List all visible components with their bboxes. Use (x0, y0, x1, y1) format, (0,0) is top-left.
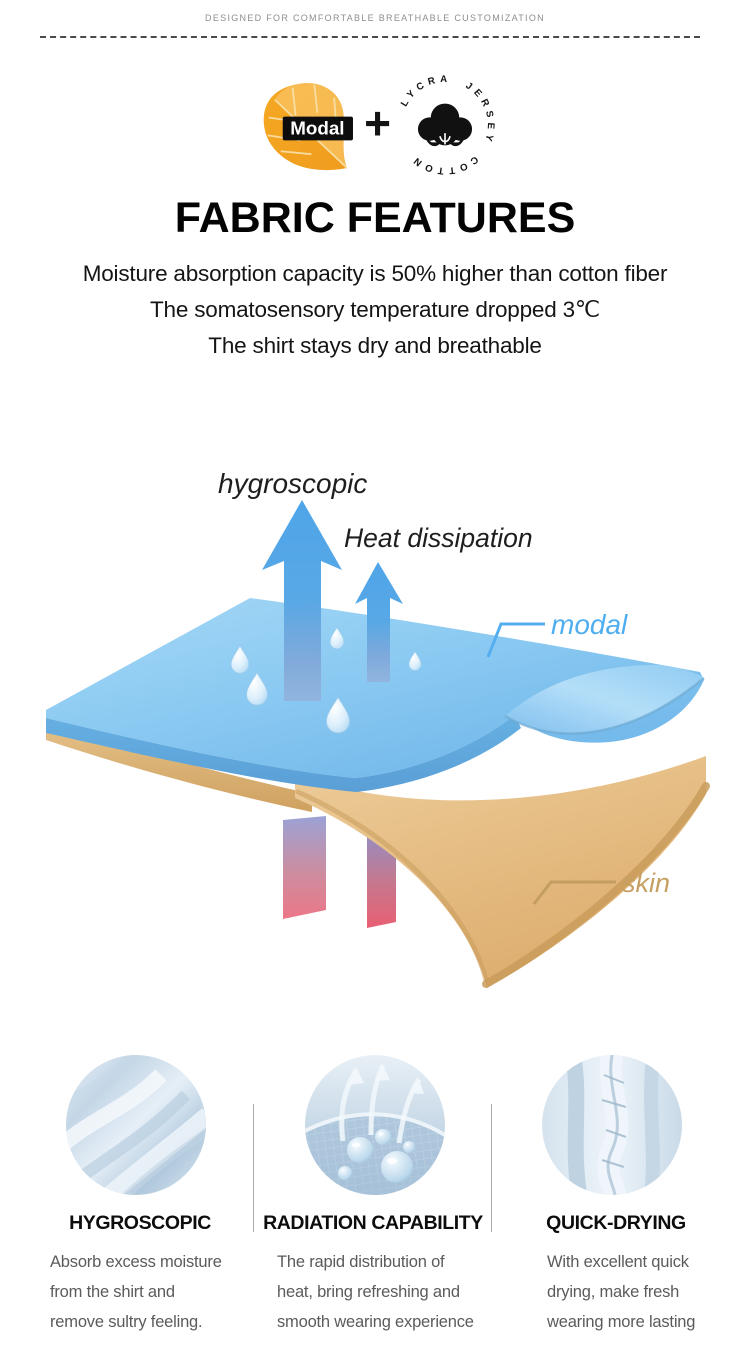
yarn-fiber-image (542, 1055, 682, 1195)
modal-leaf-logo: Modal (263, 82, 354, 170)
page-title: FABRIC FEATURES (174, 194, 576, 242)
skin-layer (295, 756, 710, 988)
modal-label: Modal (290, 117, 344, 138)
lycra-cotton-badge: LYCRA JERSEY COTTON (399, 75, 492, 175)
feature-title-hygroscopic: HYGROSCOPIC (69, 1212, 211, 1234)
modal-layer (46, 598, 705, 792)
subtitle-line-1: Moisture absorption capacity is 50% high… (82, 261, 668, 286)
description-line: Absorb excess moisture (50, 1253, 222, 1271)
column-divider (491, 1104, 492, 1232)
feature-circle-hygroscopic (66, 1055, 206, 1195)
modal-curled-corner (505, 664, 704, 734)
feature-circle-radiation (305, 1055, 445, 1195)
feature-description-hygroscopic: Absorb excess moisture from the shirt an… (50, 1247, 260, 1337)
feature-description-quick-drying: With excellent quick drying, make fresh … (547, 1247, 722, 1337)
diagram-label-heat-dissipation: Heat dissipation (344, 523, 533, 553)
description-line: drying, make fresh (547, 1283, 680, 1301)
description-line: wearing more lasting (547, 1313, 696, 1331)
feature-circle-quick-drying (542, 1055, 682, 1195)
subtitle-line-2: The somatosensory temperature dropped 3℃ (149, 297, 600, 322)
column-divider (253, 1104, 254, 1232)
description-line: The rapid distribution of (277, 1253, 445, 1271)
fabric-fiber-image (66, 1055, 206, 1195)
dashed-divider (40, 36, 700, 38)
description-line: from the shirt and (50, 1283, 175, 1301)
description-line: smooth wearing experience (277, 1313, 474, 1331)
hygroscopic-arrow-icon (262, 500, 342, 701)
feature-description-radiation: The rapid distribution of heat, bring re… (277, 1247, 492, 1337)
heat-arrow-icon (355, 562, 403, 682)
description-line: With excellent quick (547, 1253, 689, 1271)
header-tagline: DESIGNED FOR COMFORTABLE BREATHABLE CUST… (205, 13, 545, 23)
plus-icon: + (364, 97, 391, 149)
cotton-icon (417, 103, 472, 147)
modal-label-box (282, 116, 354, 140)
diagram-label-modal: modal (551, 609, 628, 640)
feature-title-quick-drying: QUICK-DRYING (546, 1212, 686, 1234)
modal-callout-line (486, 622, 545, 658)
description-line: heat, bring refreshing and (277, 1283, 460, 1301)
heat-bar-front (283, 816, 326, 919)
subtitle-line-3: The shirt stays dry and breathable (208, 333, 542, 358)
leaf-icon: Modal (263, 82, 354, 170)
skin-callout-line (532, 880, 616, 905)
feature-title-radiation: RADIATION CAPABILITY (263, 1212, 483, 1234)
description-line: remove sultry feeling. (50, 1313, 203, 1331)
diagram-label-skin: skin (622, 868, 670, 898)
brand-logo-row: Modal + LYCRA JERSEY COTTON (0, 74, 750, 176)
water-repellent-image (305, 1055, 445, 1195)
diagram-label-hygroscopic: hygroscopic (218, 468, 367, 499)
fabric-diagram: hygroscopic Heat dissipation modal skin (46, 468, 710, 988)
